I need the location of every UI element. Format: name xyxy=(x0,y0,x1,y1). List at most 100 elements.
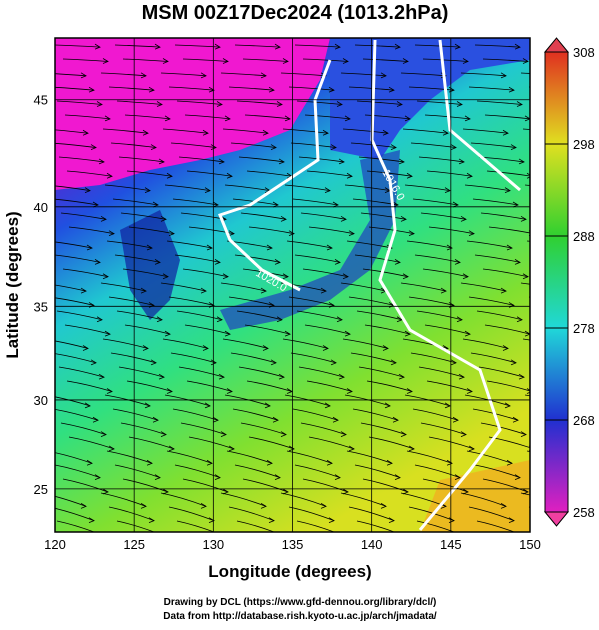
streamline xyxy=(284,184,331,192)
arrowhead xyxy=(206,459,213,466)
streamline xyxy=(306,170,353,177)
arrowhead xyxy=(406,172,413,179)
streamline xyxy=(348,506,395,522)
streamline xyxy=(100,282,147,292)
streamline xyxy=(118,156,165,163)
arrowhead xyxy=(506,244,513,251)
streamline xyxy=(296,310,343,321)
arrowhead xyxy=(108,230,115,237)
arrowhead xyxy=(204,402,211,409)
streamline xyxy=(234,464,281,479)
streamline xyxy=(472,198,519,206)
arrowhead xyxy=(510,144,517,150)
x-axis-label: Longitude (degrees) xyxy=(208,562,371,581)
arrowhead xyxy=(396,101,403,107)
y-tick-label: 25 xyxy=(34,482,48,497)
streamline xyxy=(418,156,465,163)
streamline xyxy=(55,495,87,507)
streamline xyxy=(56,520,96,532)
streamline xyxy=(110,352,157,364)
streamline xyxy=(280,72,327,77)
arrowhead xyxy=(342,58,349,64)
arrowhead xyxy=(282,273,289,280)
streamline xyxy=(244,114,291,120)
streamline xyxy=(104,184,151,192)
streamline xyxy=(368,436,415,450)
arrowhead xyxy=(462,58,469,64)
arrowhead xyxy=(454,474,461,480)
streamline xyxy=(116,100,163,105)
streamline xyxy=(222,338,269,349)
streamline xyxy=(230,142,277,148)
arrowhead xyxy=(468,445,475,452)
arrowhead xyxy=(148,302,155,308)
arrowhead xyxy=(86,459,93,466)
streamline xyxy=(460,492,507,507)
arrowhead xyxy=(450,359,457,366)
arrowhead xyxy=(579,374,584,379)
arrowhead xyxy=(388,517,395,524)
arrowhead xyxy=(88,302,95,308)
streamline xyxy=(122,268,169,278)
streamline xyxy=(120,422,167,435)
streamline xyxy=(280,492,327,507)
streamline xyxy=(414,44,461,48)
streamline xyxy=(174,464,221,479)
arrowhead xyxy=(502,129,509,136)
streamline xyxy=(220,282,267,292)
streamline xyxy=(68,436,115,450)
arrowhead xyxy=(524,115,530,122)
arrowhead xyxy=(154,474,161,480)
streamline xyxy=(360,212,407,220)
streamline xyxy=(55,464,101,479)
streamline xyxy=(400,282,447,292)
credit: Data from http://database.rish.kyoto-u.a… xyxy=(163,611,437,622)
arrowhead xyxy=(514,259,521,265)
streamline xyxy=(56,310,103,321)
streamline xyxy=(402,338,449,349)
arrowhead xyxy=(98,373,105,380)
streamline xyxy=(174,254,221,263)
streamline xyxy=(298,366,345,378)
arrowhead xyxy=(520,431,527,437)
arrowhead xyxy=(224,115,231,122)
streamline xyxy=(476,310,523,321)
arrowhead xyxy=(222,488,229,495)
streamline xyxy=(176,310,223,321)
arrowhead xyxy=(404,115,411,122)
streamline xyxy=(362,478,409,493)
streamline xyxy=(292,408,339,421)
arrowhead xyxy=(583,274,588,279)
streamline xyxy=(108,296,155,306)
streamline xyxy=(126,380,173,392)
streamline xyxy=(422,478,469,493)
streamline xyxy=(416,310,463,321)
arrowhead xyxy=(526,388,530,394)
streamline xyxy=(124,114,171,120)
arrowhead xyxy=(577,102,582,107)
arrowhead xyxy=(168,445,175,452)
arrowhead xyxy=(272,416,279,423)
arrowhead xyxy=(96,101,103,107)
streamline xyxy=(62,58,109,62)
arrowhead xyxy=(504,187,511,193)
streamline xyxy=(344,394,391,407)
arrowhead xyxy=(408,230,415,237)
arrowhead xyxy=(164,330,171,337)
arrowhead xyxy=(94,259,101,265)
streamline xyxy=(170,352,217,364)
streamline xyxy=(236,520,276,532)
arrowhead xyxy=(220,431,227,437)
streamline xyxy=(484,324,530,335)
streamline xyxy=(166,450,213,464)
streamline xyxy=(426,170,473,177)
streamline xyxy=(342,338,389,349)
arrowhead xyxy=(164,115,171,122)
arrowhead xyxy=(266,459,273,466)
arrowhead xyxy=(90,359,97,366)
arrowhead xyxy=(587,389,592,394)
arrowhead xyxy=(210,144,217,150)
arrowhead xyxy=(222,273,229,280)
streamline xyxy=(234,254,281,263)
streamline xyxy=(460,282,507,292)
